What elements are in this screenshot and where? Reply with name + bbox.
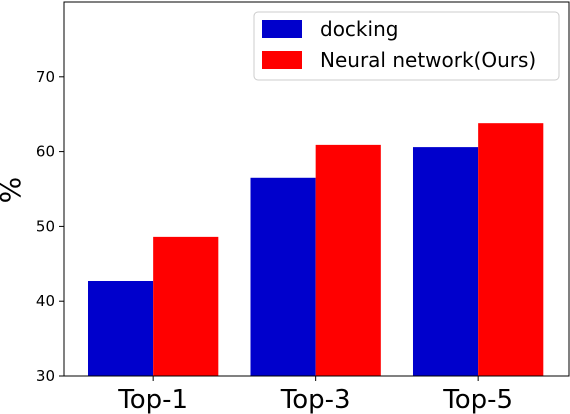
y-tick-label-50: 50	[36, 217, 55, 235]
bar-top-1-series-0	[88, 281, 154, 376]
y-tick-label-30: 30	[36, 367, 55, 385]
plot-frame	[63, 1, 570, 377]
y-tick-label-60: 60	[36, 143, 55, 161]
legend-swatch-1	[262, 51, 302, 69]
bar-top-3-series-0	[250, 177, 316, 376]
legend-label-0: docking	[320, 17, 398, 41]
y-axis-label: %	[0, 177, 27, 204]
y-tick-label-40: 40	[36, 292, 55, 310]
legend-swatch-0	[262, 20, 302, 38]
x-tick-label-top-5: Top-5	[442, 385, 513, 414]
x-tick-label-top-3: Top-3	[280, 385, 351, 414]
bar-top-5-series-1	[478, 123, 544, 377]
bar-top-5-series-0	[412, 147, 479, 376]
legend-label-1: Neural network(Ours)	[320, 48, 536, 72]
legend: docking Neural network(Ours)	[253, 11, 560, 81]
x-axis: Top-1 Top-3 Top-5	[117, 376, 513, 414]
legend-box	[253, 11, 560, 81]
bar-top-1-series-1	[153, 236, 219, 376]
x-tick-label-top-1: Top-1	[117, 385, 188, 414]
y-axis: 30 40 50 60 70	[36, 68, 64, 385]
bar-top-3-series-1	[315, 144, 381, 376]
y-tick-label-70: 70	[36, 68, 55, 86]
bars-group	[88, 123, 544, 377]
